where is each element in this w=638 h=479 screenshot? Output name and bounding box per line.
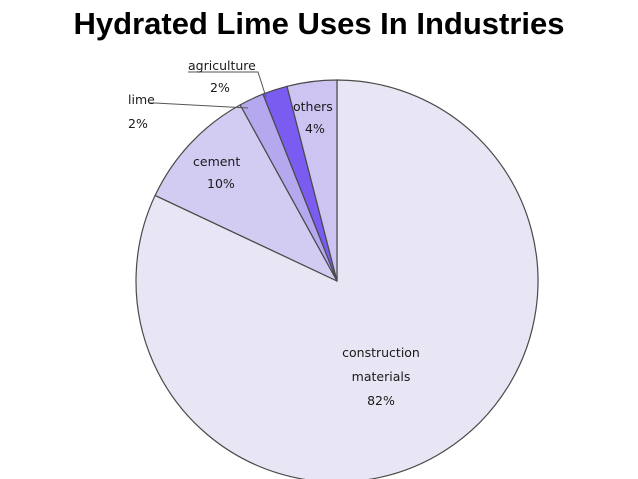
chart-title: Hydrated Lime Uses In Industries [73, 6, 565, 41]
slice-label-others: others [293, 99, 333, 114]
leader-line-lime [150, 102, 249, 109]
slice-value-construction-materials: 82% [367, 393, 395, 408]
pie-slice-others [286, 79, 338, 282]
slice-value-cement: 10% [207, 176, 235, 191]
slice-label-lime: lime [128, 92, 155, 107]
slice-value-others: 4% [305, 121, 325, 136]
slice-label-construction-materials-line-1: construction [342, 345, 420, 360]
slice-value-lime: 2% [128, 116, 148, 131]
slice-label-agriculture: agriculture [188, 58, 256, 73]
slice-label-construction-materials-line-2: materials [352, 369, 411, 384]
leader-line-agriculture [188, 71, 267, 98]
slice-label-cement: cement [193, 154, 240, 169]
slice-value-agriculture: 2% [210, 80, 230, 95]
